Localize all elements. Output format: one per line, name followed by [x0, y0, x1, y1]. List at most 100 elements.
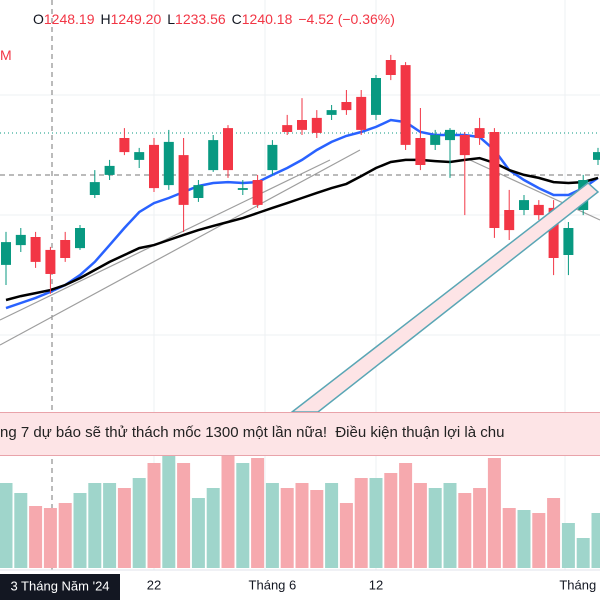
candle-body — [223, 128, 233, 171]
candle-body — [445, 129, 455, 141]
candle-body — [134, 152, 145, 160]
candle-body — [60, 240, 71, 258]
candle-body — [208, 140, 219, 171]
candle-body — [178, 155, 189, 205]
volume-bar — [428, 488, 442, 568]
volume-bar — [73, 493, 87, 568]
candle-body — [341, 102, 352, 111]
callout-pointer — [289, 182, 600, 413]
x-tick-label: Tháng 6 — [249, 577, 297, 592]
candle-body — [371, 78, 381, 115]
volume-bar — [443, 483, 457, 568]
candle-body — [385, 60, 396, 75]
volume-bar — [591, 513, 600, 568]
volume-bar — [29, 506, 43, 568]
side-tag: M — [0, 47, 12, 63]
volume-bar — [88, 483, 102, 568]
volume-bar — [162, 443, 176, 568]
volume-bar — [354, 478, 368, 568]
volume-bar — [280, 488, 294, 568]
value: 1233.56 — [175, 11, 226, 27]
volume-layer — [0, 443, 600, 568]
volume-bar — [191, 498, 205, 568]
volume-bar — [0, 483, 13, 568]
volume-bar — [487, 458, 501, 568]
trendline — [0, 149, 361, 346]
label: C — [231, 11, 242, 27]
candle-body — [75, 228, 85, 249]
candle-body — [104, 165, 115, 175]
candle-body — [45, 249, 56, 274]
candle-body — [89, 182, 100, 195]
crosshair-label-box — [0, 574, 120, 600]
volume-bar — [14, 493, 28, 568]
candle-body — [593, 152, 600, 160]
volume-bar — [295, 483, 309, 568]
candle-body — [504, 210, 515, 231]
label: O — [33, 11, 44, 27]
candle-body — [489, 132, 500, 228]
candle-body — [563, 228, 574, 255]
volume-bar — [103, 483, 117, 568]
candle-body — [237, 188, 248, 190]
volume-bar — [132, 478, 146, 568]
volume-bar — [399, 463, 413, 568]
candle-body — [548, 207, 559, 258]
value: 1248.19 — [43, 11, 95, 27]
crosshair-label: 3 Tháng Năm '24 — [10, 578, 109, 593]
candle-body — [326, 110, 337, 115]
volume-bar — [43, 508, 57, 568]
candle-body — [15, 234, 26, 246]
volume-bar — [413, 483, 427, 568]
volume-bar — [517, 510, 531, 568]
candle-body — [193, 185, 204, 198]
volume-bar — [339, 503, 353, 568]
change: −4.52 (−0.36%) — [298, 11, 395, 27]
volume-bar — [58, 503, 72, 568]
candle-body — [400, 65, 411, 145]
candle-body — [30, 237, 41, 262]
x-tick-label: 12 — [369, 577, 383, 592]
candle-body — [474, 128, 485, 138]
value: 1249.20 — [110, 11, 162, 27]
volume-bar — [117, 488, 131, 568]
volume-bar — [561, 523, 575, 568]
ohlc-header: O1248.19 H1249.20 L1233.56 C1240.18 −4.52 (−… — [33, 11, 401, 27]
volume-bar — [251, 458, 265, 568]
candle-body — [282, 125, 293, 132]
volume-bar — [236, 463, 250, 568]
value: 1240.18 — [241, 11, 293, 27]
volume-bar — [576, 538, 590, 568]
candle-body — [149, 144, 159, 189]
candle-body — [415, 138, 426, 165]
volume-bar — [325, 483, 339, 568]
candle-body — [163, 141, 174, 186]
label: L — [167, 11, 176, 27]
volume-bar — [265, 483, 279, 568]
volume-bar — [310, 490, 324, 568]
volume-bar — [206, 488, 220, 568]
volume-bar — [177, 463, 191, 568]
candle-body — [297, 120, 307, 130]
x-tick-label: 22 — [147, 577, 161, 592]
news-banner: ng 7 dự báo sẽ thử thách mốc 1300 một lầ… — [0, 412, 600, 456]
x-axis-labels: 22 Tháng 6 12 Tháng 7 3 Tháng Năm '24 — [0, 574, 600, 600]
volume-bar — [532, 513, 546, 568]
candle-body — [430, 135, 441, 145]
volume-bar — [458, 493, 472, 568]
volume-bar — [473, 488, 487, 568]
candle-body — [311, 117, 322, 133]
x-tick-label: Tháng 7 — [559, 577, 600, 592]
candle-body — [519, 200, 529, 210]
candle-body — [252, 180, 263, 205]
volume-bar — [384, 473, 398, 568]
volume-bar — [547, 498, 561, 568]
label: H — [100, 11, 111, 27]
candle-body — [1, 242, 11, 265]
candle-body — [533, 204, 544, 216]
candle-body — [267, 144, 278, 171]
candle-body — [459, 135, 470, 156]
candle-body — [119, 138, 130, 153]
